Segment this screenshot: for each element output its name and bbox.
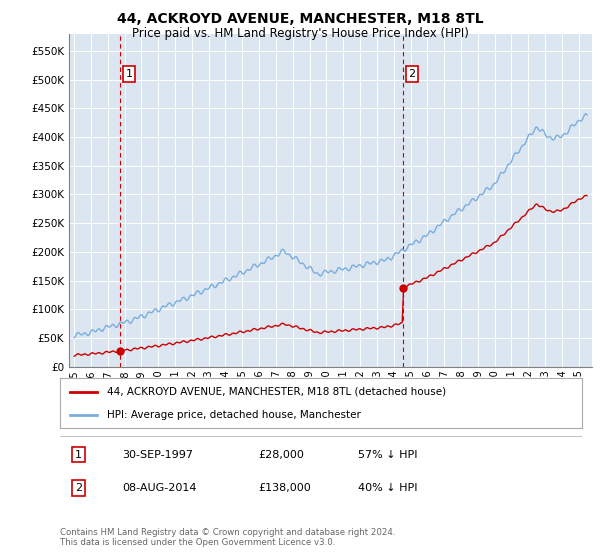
Text: 1: 1 (125, 69, 133, 79)
Text: 2: 2 (409, 69, 416, 79)
Text: 44, ACKROYD AVENUE, MANCHESTER, M18 8TL (detached house): 44, ACKROYD AVENUE, MANCHESTER, M18 8TL … (107, 386, 446, 396)
Text: HPI: Average price, detached house, Manchester: HPI: Average price, detached house, Manc… (107, 410, 361, 420)
Text: 2: 2 (75, 483, 82, 493)
Text: 40% ↓ HPI: 40% ↓ HPI (358, 483, 417, 493)
Text: 44, ACKROYD AVENUE, MANCHESTER, M18 8TL: 44, ACKROYD AVENUE, MANCHESTER, M18 8TL (116, 12, 484, 26)
Text: £28,000: £28,000 (259, 450, 304, 460)
Text: Price paid vs. HM Land Registry's House Price Index (HPI): Price paid vs. HM Land Registry's House … (131, 27, 469, 40)
Text: 1: 1 (75, 450, 82, 460)
Text: 08-AUG-2014: 08-AUG-2014 (122, 483, 197, 493)
Text: £138,000: £138,000 (259, 483, 311, 493)
Text: 57% ↓ HPI: 57% ↓ HPI (358, 450, 417, 460)
Text: Contains HM Land Registry data © Crown copyright and database right 2024.
This d: Contains HM Land Registry data © Crown c… (60, 528, 395, 547)
Text: 30-SEP-1997: 30-SEP-1997 (122, 450, 194, 460)
